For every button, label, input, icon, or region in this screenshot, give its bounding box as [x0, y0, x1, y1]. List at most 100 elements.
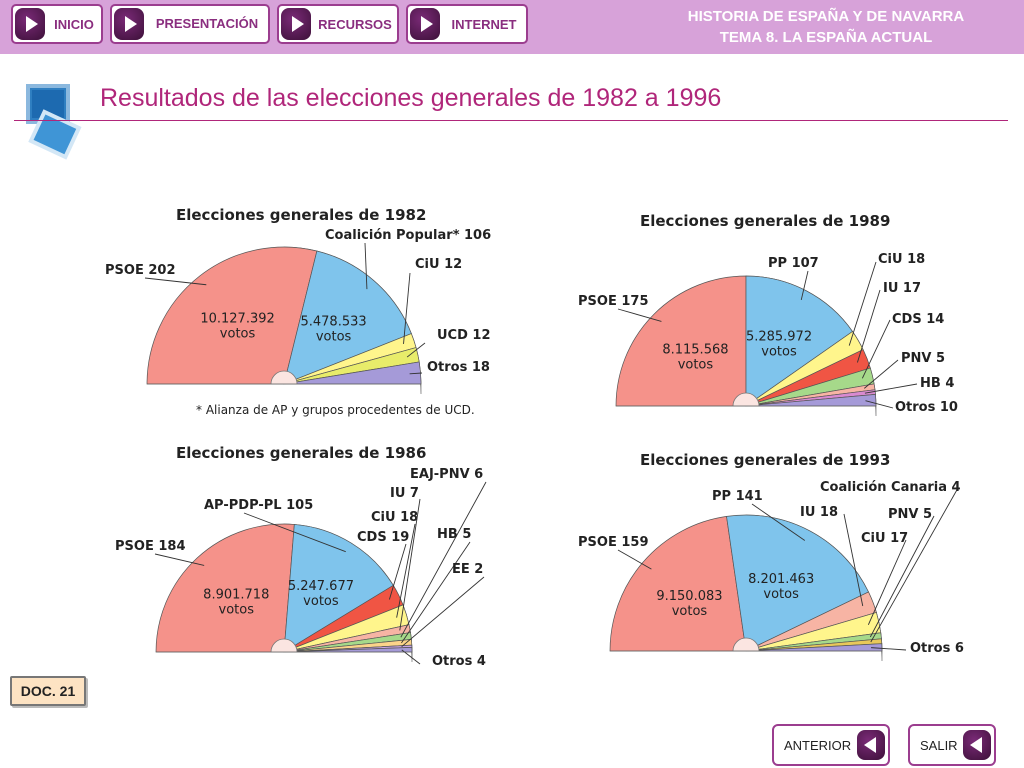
leader-line: [867, 539, 907, 625]
salir-label: SALIR: [920, 737, 958, 753]
chart-hub: [732, 637, 760, 652]
leader-line: [617, 549, 652, 570]
slice-label: PNV 5: [888, 507, 932, 522]
slice-ap-pdp-pl: [283, 524, 394, 653]
presentacion-label: PRESENTACIÓN: [155, 16, 259, 31]
slice-label: EE 2: [452, 562, 483, 577]
doc-badge: DOC. 21: [10, 676, 86, 706]
leader-line: [864, 359, 899, 389]
presentacion-button[interactable]: PRESENTACIÓN: [110, 4, 270, 44]
slice-label: CiU 18: [878, 252, 925, 267]
slice-label: IU 17: [883, 281, 921, 296]
leader-line: [871, 647, 907, 651]
slice-pp: [745, 275, 854, 407]
chart-title: Elecciones generales de 1993: [640, 451, 890, 469]
leader-line: [409, 372, 423, 375]
slice-label: Otros 6: [910, 641, 964, 656]
slice-label: HB 4: [920, 376, 954, 391]
slice-label: Coalición Canaria 4: [820, 480, 961, 495]
votes-unit: votos: [763, 587, 799, 602]
leader-line: [865, 400, 894, 409]
votes-unit: votos: [672, 604, 708, 619]
leader-line: [403, 272, 411, 345]
slice-label: PSOE 184: [115, 539, 185, 554]
leader-line: [848, 261, 877, 346]
leader-line: [364, 242, 368, 290]
leader-line: [388, 543, 407, 600]
leader-line: [861, 319, 891, 379]
play-icon: [114, 8, 144, 40]
course-title: HISTORIA DE ESPAÑA Y DE NAVARRA: [687, 8, 965, 25]
course-header: HISTORIA DE ESPAÑA Y DE NAVARRA TEMA 8. …: [666, 6, 986, 48]
slice-label: CiU 12: [415, 257, 462, 272]
leader-line: [243, 512, 346, 553]
recursos-button[interactable]: RECURSOS: [277, 4, 399, 44]
play-icon: [410, 8, 440, 40]
leader-line: [864, 383, 918, 394]
slice-psoe: [615, 275, 747, 407]
inicio-label: INICIO: [54, 16, 94, 32]
slice-label: CiU 17: [861, 531, 908, 546]
votes-count: 8.901.718: [203, 587, 269, 602]
leader-line: [406, 342, 426, 358]
leader-line: [751, 503, 806, 541]
slice-pp: [726, 514, 869, 652]
slice-label: PSOE 159: [578, 535, 648, 550]
votes-unit: votos: [678, 357, 714, 372]
slides-icon: [26, 84, 82, 160]
votes-count: 5.285.972: [746, 330, 812, 345]
play-icon: [281, 8, 311, 40]
votes-count: 10.127.392: [200, 312, 274, 327]
internet-label: INTERNET: [451, 16, 517, 32]
chart-footnote: * Alianza de AP y grupos procedentes de …: [196, 403, 475, 417]
course-topic: TEMA 8. LA ESPAÑA ACTUAL: [719, 29, 933, 46]
slice-label: PP 107: [768, 256, 819, 271]
back-arrow-icon: [857, 730, 885, 760]
votes-count: 9.150.083: [656, 589, 722, 604]
anterior-label: ANTERIOR: [784, 737, 852, 753]
salir-button[interactable]: SALIR: [908, 724, 996, 766]
votes-unit: votos: [316, 329, 352, 344]
slice-label: PSOE 175: [578, 294, 648, 309]
slice-label: Otros 18: [427, 360, 490, 375]
leader-line: [154, 553, 205, 566]
leader-line: [856, 289, 881, 363]
votes-count: 5.247.677: [288, 579, 354, 594]
votes-count: 8.201.463: [748, 572, 814, 587]
leader-line: [869, 515, 935, 638]
slice-label: PSOE 202: [105, 263, 175, 278]
votes-unit: votos: [761, 345, 797, 360]
slice-label: PNV 5: [901, 351, 945, 366]
slice-label: IU 7: [390, 486, 419, 501]
top-bar: INICIO PRESENTACIÓN RECURSOS INTERNET HI…: [0, 0, 1024, 54]
slice-label: Otros 4: [432, 654, 486, 669]
leader-line: [800, 270, 809, 301]
internet-button[interactable]: INTERNET: [406, 4, 528, 44]
slice-label: CiU 18: [371, 510, 418, 525]
back-arrow-icon: [963, 730, 991, 760]
votes-unit: votos: [219, 602, 255, 617]
leader-line: [401, 541, 471, 644]
slice-psoe: [146, 246, 318, 385]
inicio-button[interactable]: INICIO: [11, 4, 103, 44]
slice-label: AP-PDP-PL 105: [204, 498, 313, 513]
play-icon: [15, 8, 45, 40]
votes-unit: votos: [303, 594, 339, 609]
leader-line: [400, 481, 487, 638]
recursos-label: RECURSOS: [318, 16, 392, 32]
chart-hub: [732, 392, 760, 407]
slice-label: CDS 14: [892, 312, 944, 327]
votes-count: 5.478.533: [300, 314, 366, 329]
slice-label: IU 18: [800, 505, 838, 520]
slice-psoe: [155, 523, 295, 653]
chart-hub: [270, 370, 298, 385]
anterior-button[interactable]: ANTERIOR: [772, 724, 890, 766]
slice-label: Coalición Popular* 106: [325, 228, 491, 243]
leader-line: [144, 277, 207, 286]
slice-label: CDS 19: [357, 530, 409, 545]
votes-count: 8.115.568: [662, 342, 728, 357]
page-title: Resultados de las elecciones generales d…: [100, 84, 722, 112]
leader-line: [870, 487, 959, 643]
slice-psoe: [609, 516, 747, 652]
